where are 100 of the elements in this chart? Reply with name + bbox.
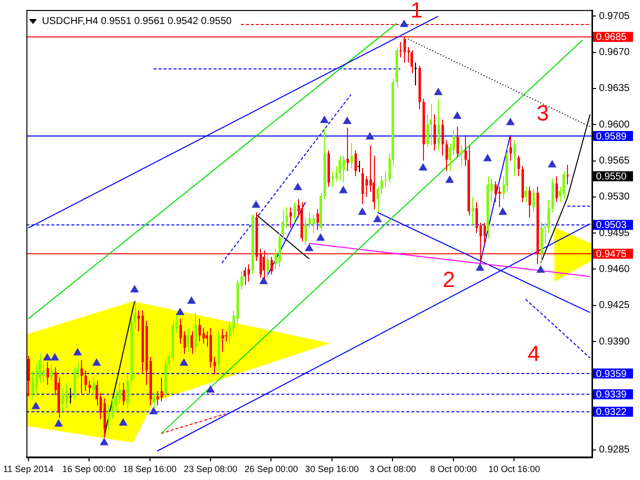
- candlestick: [122, 382, 125, 406]
- y-tick-label: 0.9705: [599, 10, 630, 22]
- candlestick: [160, 377, 163, 402]
- candlestick: [426, 114, 429, 148]
- candlestick: [156, 390, 159, 406]
- candlestick: [528, 186, 531, 218]
- candlestick: [316, 208, 319, 230]
- candlestick: [524, 186, 527, 203]
- point: [446, 176, 454, 183]
- ref-line-label: 0.9475: [596, 248, 628, 260]
- candlestick: [198, 318, 201, 342]
- candlestick: [312, 215, 315, 234]
- candlestick: [400, 42, 402, 58]
- point: [506, 118, 514, 126]
- point: [188, 296, 196, 304]
- candlestick: [180, 318, 182, 344]
- candlestick: [342, 155, 345, 183]
- point: [305, 244, 314, 252]
- point: [366, 132, 374, 140]
- candlestick: [366, 176, 368, 198]
- ref-line-label: 0.9322: [596, 407, 628, 418]
- point: [74, 348, 82, 356]
- candlestick: [202, 328, 205, 344]
- candlestick: [338, 155, 341, 181]
- candlestick: [266, 253, 269, 278]
- x-tick-label: 8 Oct 00:00: [430, 464, 477, 474]
- candlestick: [562, 170, 565, 200]
- point: [339, 186, 348, 194]
- candlestick: [222, 328, 224, 352]
- candlestick: [108, 405, 110, 430]
- candlestick: [350, 142, 353, 169]
- candlestick: [88, 380, 91, 394]
- candlestick: [214, 356, 216, 376]
- candlestick: [384, 170, 387, 188]
- candlestick: [434, 114, 436, 151]
- x-tick-label: 23 Sep 08:00: [184, 464, 238, 474]
- candlestick: [186, 328, 189, 352]
- candlestick: [442, 118, 444, 156]
- candlestick: [194, 312, 197, 352]
- candlestick: [514, 140, 516, 177]
- candlestick: [50, 364, 53, 382]
- candlestick: [70, 388, 72, 404]
- ref-line-label: 0.9339: [596, 389, 628, 400]
- point: [150, 407, 158, 414]
- candlestick: [494, 180, 497, 203]
- ref-line-label: 0.9685: [596, 32, 628, 44]
- x-tick-label: 11 Sep 2014: [3, 464, 54, 474]
- ref-line-label: 0.9589: [596, 131, 628, 142]
- candlestick: [346, 127, 349, 172]
- y-tick-label: 0.9425: [599, 300, 630, 312]
- candlestick: [84, 370, 87, 392]
- candlestick: [42, 364, 45, 384]
- y-tick-label: 0.9635: [599, 83, 630, 94]
- candlestick: [532, 188, 535, 213]
- x-tick-label: 16 Sep 00:00: [62, 464, 116, 474]
- x-tick-label: 10 Oct 16:00: [488, 464, 540, 474]
- point: [54, 420, 63, 427]
- x-tick-label: 30 Sep 16:00: [305, 464, 359, 474]
- candlestick: [112, 398, 114, 420]
- candlestick: [248, 264, 250, 282]
- candlestick: [362, 168, 364, 205]
- point: [316, 234, 325, 241]
- y-tick-label: 0.9390: [599, 336, 630, 348]
- x-tick-label: 18 Sep 16:00: [122, 464, 177, 474]
- point: [50, 354, 59, 361]
- candlestick: [498, 186, 501, 208]
- candlestick: [62, 388, 64, 412]
- candlestick: [476, 202, 478, 234]
- candlestick: [270, 256, 273, 275]
- y-tick-label: 0.9530: [599, 192, 630, 203]
- candlestick: [46, 362, 49, 386]
- candlestick: [92, 376, 95, 396]
- candlestick: [304, 217, 307, 245]
- candlestick: [410, 50, 413, 74]
- candlestick: [446, 140, 448, 172]
- candlestick: [472, 196, 474, 226]
- candlestick: [518, 155, 520, 177]
- point: [358, 208, 366, 215]
- candlestick: [510, 136, 512, 162]
- candlestick: [66, 382, 68, 410]
- point: [119, 418, 128, 426]
- annotation: 3: [536, 100, 549, 126]
- candlestick: [126, 374, 129, 410]
- candlestick: [80, 360, 83, 394]
- y-tick-label: 0.9565: [599, 156, 630, 167]
- point: [294, 183, 302, 190]
- candlestick: [484, 222, 486, 244]
- candlestick: [294, 202, 296, 224]
- point: [498, 208, 507, 215]
- point: [343, 117, 352, 124]
- text: 0.9550: [596, 172, 628, 183]
- candlestick: [290, 206, 292, 228]
- candlestick: [430, 103, 432, 146]
- candlestick: [460, 144, 463, 166]
- point: [484, 154, 492, 162]
- point: [206, 386, 214, 393]
- candlestick: [332, 170, 334, 188]
- point: [476, 264, 484, 271]
- point: [252, 200, 260, 208]
- candlestick: [28, 355, 30, 397]
